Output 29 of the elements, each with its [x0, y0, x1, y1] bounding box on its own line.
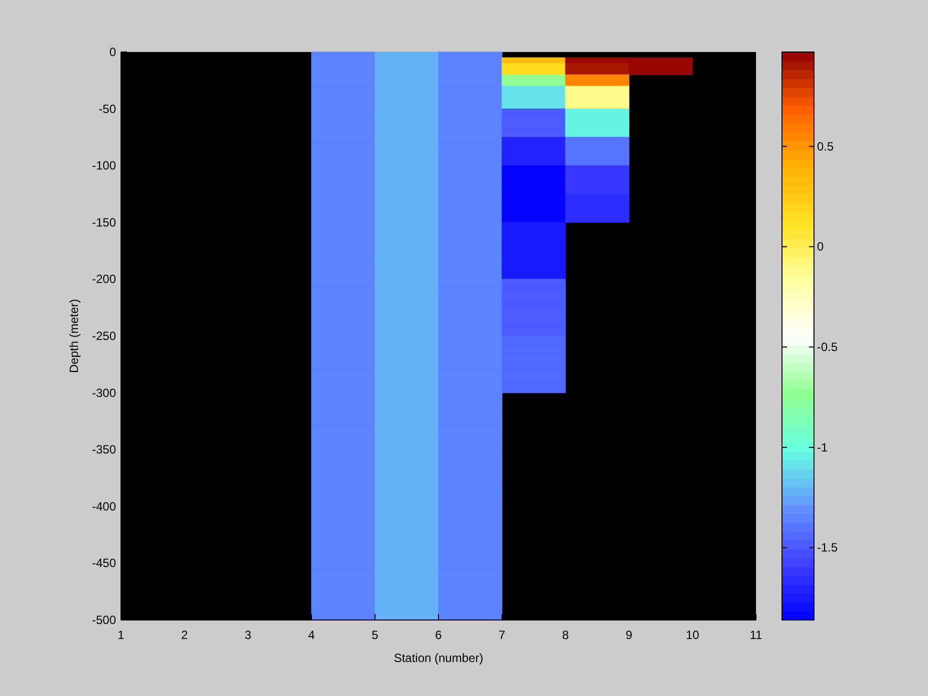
y-tick-label: -50	[98, 102, 116, 116]
y-tick-label: -450	[92, 556, 116, 570]
color-bar-label: 0.5	[817, 139, 834, 154]
color-bar-label: -1	[817, 440, 828, 454]
x-tick-label: 4	[308, 628, 316, 642]
x-tick-label: 11	[750, 628, 763, 642]
x-tick-label: 6	[435, 628, 442, 642]
y-tick-label: -300	[92, 386, 116, 400]
color-bar-label: -0.5	[817, 340, 838, 354]
x-axis-title: Station (number)	[394, 651, 484, 665]
y-tick-label: -150	[92, 215, 116, 230]
y-tick-label: -500	[92, 613, 116, 627]
y-tick-label: -100	[92, 158, 116, 173]
x-tick-label: 9	[626, 628, 633, 642]
x-tick-label: 7	[498, 628, 506, 642]
y-tick-label: -400	[92, 499, 116, 514]
x-tick-label: 3	[244, 628, 252, 642]
x-tick-label: 8	[562, 628, 570, 642]
x-tick-label: 2	[181, 628, 188, 642]
y-tick-label: -250	[92, 329, 116, 343]
color-bar-label: -1.5	[817, 540, 838, 555]
y-tick-label: 0	[109, 45, 116, 59]
y-tick-label: -350	[92, 442, 116, 457]
x-tick-label: 5	[372, 628, 379, 642]
y-axis-title: Depth (meter)	[67, 298, 81, 374]
x-tick-label: 10	[686, 628, 700, 642]
color-bar-label: 0	[817, 240, 824, 254]
x-tick-label: 1	[118, 628, 125, 642]
y-tick-label: -200	[92, 272, 116, 286]
